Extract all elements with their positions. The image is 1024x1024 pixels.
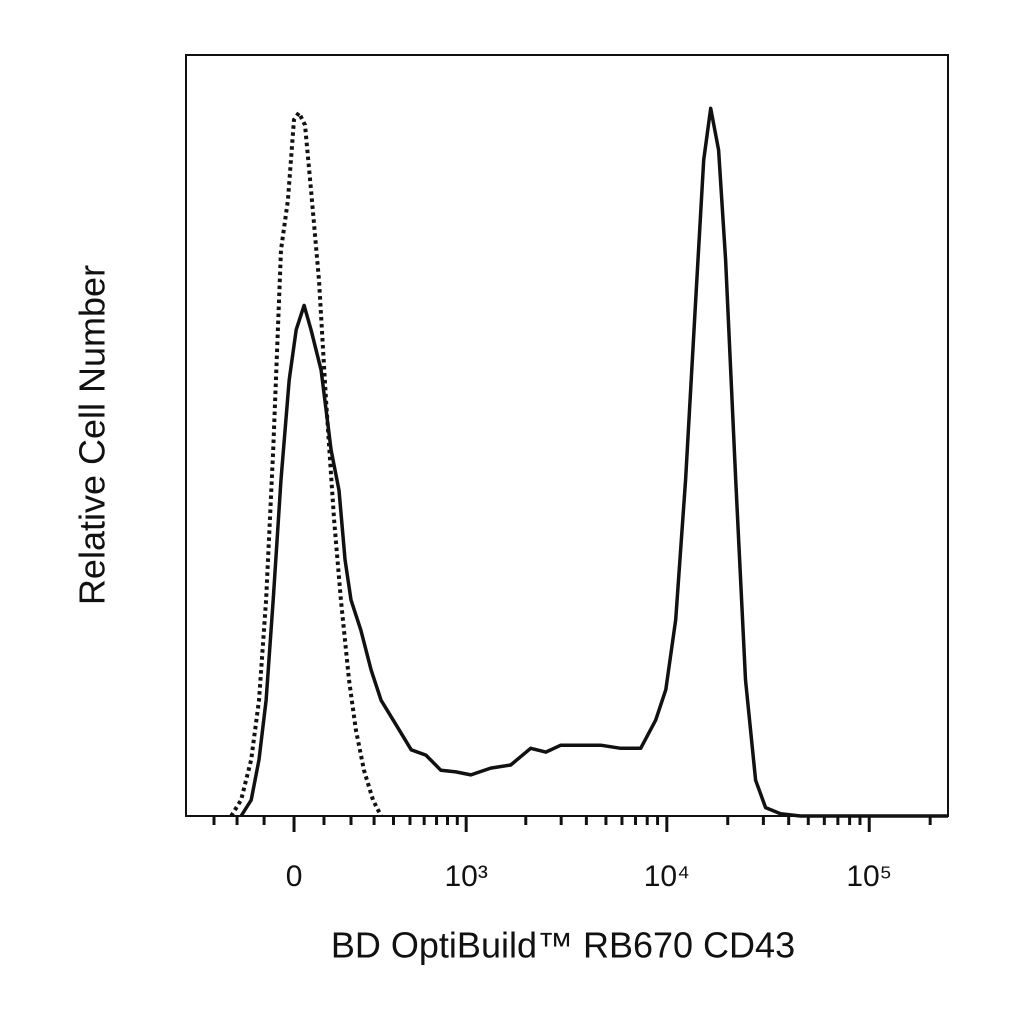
x-tick-label: 0 (286, 860, 303, 893)
y-axis-title: Relative Cell Number (72, 265, 113, 605)
histogram-line (239, 106, 948, 818)
x-axis-title: BD OptiBuild™ RB670 CD43 (331, 925, 795, 966)
histogram-line (229, 110, 383, 818)
plot-frame (185, 54, 949, 817)
x-tick-label: 10⁵ (846, 860, 892, 893)
x-tick-label: 10³ (444, 860, 487, 893)
x-tick-label: 10⁴ (644, 860, 690, 893)
